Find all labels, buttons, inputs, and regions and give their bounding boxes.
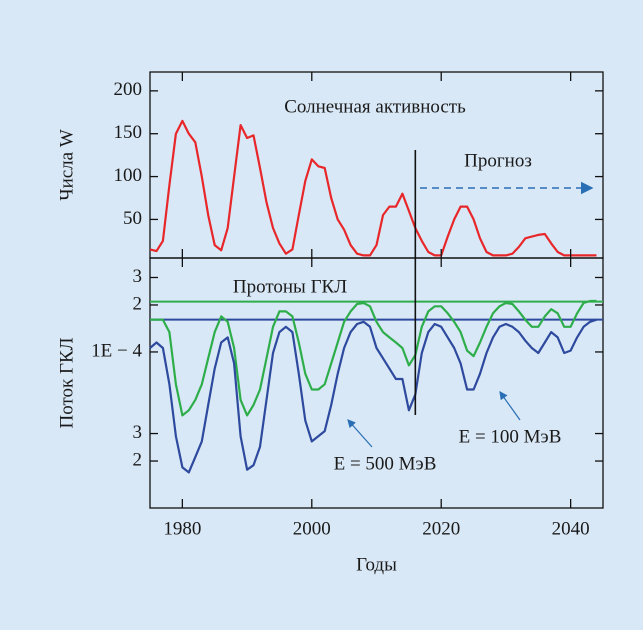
- y-axis-label: Числа W: [56, 129, 77, 201]
- annotation: E = 100 МэВ: [459, 426, 562, 447]
- data-line: [150, 299, 597, 417]
- x-tick-label: 1980: [163, 518, 201, 539]
- pointer-arrow: [347, 419, 373, 448]
- annotation: Протоны ГКЛ: [233, 276, 347, 297]
- data-line: [149, 318, 597, 474]
- plot-frame: [149, 257, 604, 509]
- x-tick-label: 2040: [552, 518, 590, 539]
- y-tick-label: 1E − 4: [91, 340, 142, 361]
- y-tick-label: 2: [133, 293, 143, 314]
- y-tick-label: 100: [114, 165, 143, 186]
- x-tick-label: 2000: [293, 518, 331, 539]
- annotation: E = 500 МэВ: [334, 453, 437, 474]
- y-tick-label: 50: [123, 208, 142, 229]
- pointer-arrow: [499, 391, 521, 421]
- annotation: Прогноз: [464, 150, 532, 171]
- annotation: Солнечная активность: [284, 96, 466, 117]
- y-axis-label: Поток ГКЛ: [56, 337, 77, 428]
- y-tick-label: 3: [133, 422, 143, 443]
- y-tick-label: 200: [114, 79, 143, 100]
- data-line: [149, 119, 597, 257]
- y-tick-label: 2: [133, 449, 143, 470]
- y-tick-label: 3: [133, 266, 143, 287]
- x-axis-label: Годы: [356, 554, 397, 575]
- y-tick-label: 150: [114, 122, 143, 143]
- x-tick-label: 2020: [422, 518, 460, 539]
